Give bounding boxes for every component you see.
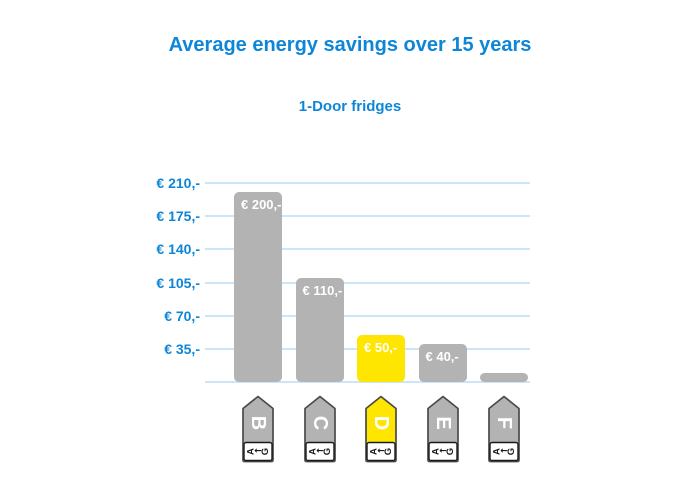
bar-value-label: € 200,- — [241, 197, 282, 213]
y-axis-tick-label: € 105,- — [156, 274, 200, 291]
bar-B — [234, 192, 282, 382]
svg-text:A: A — [430, 448, 441, 455]
energy-class-tag-C: C A ← G — [303, 395, 336, 463]
bar-F — [480, 372, 528, 382]
bar-D — [357, 334, 405, 382]
energy-label-icon: D A←G — [365, 395, 397, 463]
energy-class-tag-B: B A ← G — [242, 395, 274, 463]
energy-class-tag-D: D A ← G — [365, 395, 397, 463]
energy-class-letter: E — [432, 416, 454, 429]
svg-text:A: A — [307, 448, 318, 455]
gridline — [205, 182, 530, 184]
energy-class-letter: F — [493, 417, 515, 429]
left-arrow-icon: ← — [377, 447, 385, 457]
energy-label-icon: F A←G — [488, 395, 520, 463]
bar-E — [418, 344, 467, 382]
y-axis-tick-label: € 210,- — [156, 175, 200, 191]
left-arrow-icon: ← — [439, 447, 447, 457]
svg-text:G: G — [383, 448, 394, 455]
y-axis-tick-label: € 70,- — [164, 307, 200, 324]
energy-label-icon: E A←G — [426, 395, 459, 463]
gridline — [205, 248, 530, 251]
svg-text:G: G — [322, 448, 333, 455]
bar-C — [295, 277, 344, 382]
energy-class-letter: C — [309, 416, 331, 430]
energy-label-icon: C A←G — [303, 395, 336, 463]
y-axis-tick-label: € 35,- — [164, 340, 200, 357]
gridline — [205, 381, 530, 383]
chart-subtitle: 1-Door fridges — [298, 98, 402, 115]
gridline — [205, 281, 530, 284]
left-arrow-icon: ← — [254, 447, 262, 457]
y-axis-tick-label: € 140,- — [156, 241, 200, 258]
left-arrow-icon: ← — [500, 447, 508, 457]
svg-text:A: A — [246, 448, 257, 455]
svg-text:G: G — [506, 448, 517, 455]
page-title: Average energy savings over 15 years — [168, 34, 532, 56]
svg-text:G: G — [445, 448, 456, 455]
svg-text:A: A — [492, 448, 503, 455]
y-axis-tick-label: € 175,- — [156, 208, 200, 225]
energy-class-letter: B — [247, 416, 269, 430]
svg-text:G: G — [260, 448, 271, 455]
energy-label-icon: B A←G — [242, 395, 274, 463]
left-arrow-icon: ← — [316, 447, 324, 457]
svg-text:A: A — [369, 448, 380, 455]
bar-value-label: € 110,- — [302, 282, 343, 298]
gridline — [205, 215, 530, 218]
bar-value-label: € 40,- — [425, 349, 459, 365]
energy-class-letter: D — [370, 416, 392, 430]
energy-class-tag-F: F A ← G — [488, 395, 520, 463]
gridline — [205, 314, 530, 317]
bar-value-label: € 50,- — [364, 339, 398, 355]
energy-class-tag-E: E A ← G — [426, 395, 459, 463]
